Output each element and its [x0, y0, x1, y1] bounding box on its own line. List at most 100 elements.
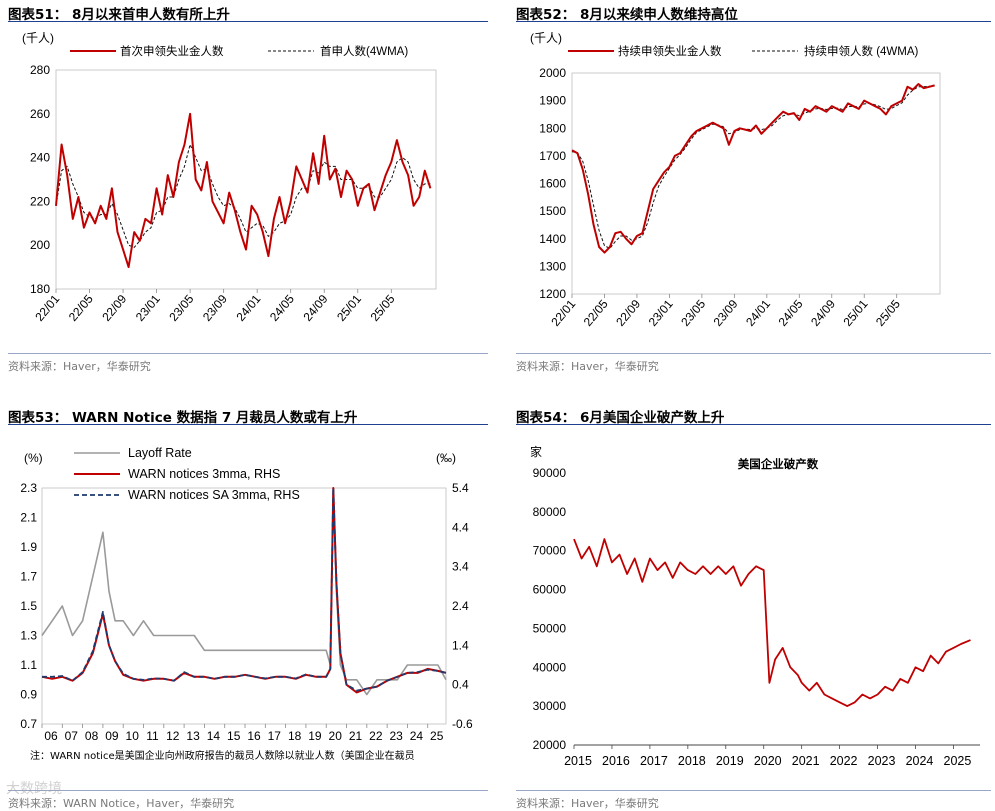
panel-52-source-rule: [516, 353, 991, 354]
c52-series-continuing-line: [571, 83, 935, 254]
c54-xtick-label: 2022: [830, 754, 858, 768]
c52-plot-frame: [571, 72, 941, 295]
c53-ytick-left-label: 1.9: [20, 540, 37, 554]
c51-unit-label: (千人): [22, 31, 54, 45]
c52-xtick-label: 22/09: [613, 297, 643, 329]
c53-xtick-label: 09: [105, 729, 119, 743]
c51-ytick-label: 240: [30, 151, 50, 165]
c53-xtick-label: 17: [268, 729, 282, 743]
panel-54-source: 资料来源：Haver，华泰研究: [516, 797, 659, 810]
c52-ytick-label: 1700: [539, 149, 566, 163]
c52-ytick-label: 1400: [539, 232, 566, 246]
c54-xtick-label: 2021: [792, 754, 820, 768]
c53-xtick-label: 20: [329, 729, 343, 743]
c51-xtick-label: 23/09: [200, 292, 230, 324]
c53-ytick-left-label: 1.1: [20, 658, 37, 672]
c52-xtick-label: 23/09: [711, 297, 741, 329]
c54-ytick-label: 80000: [533, 505, 567, 519]
c54-ytick-label: 60000: [533, 583, 567, 597]
c52-unit-label: (千人): [530, 31, 562, 45]
c54-ytick-label: 20000: [533, 738, 567, 752]
c52-ytick-label: 2000: [539, 66, 566, 80]
c53-ytick-left-label: 0.9: [20, 688, 37, 702]
c54-xtick-label: 2015: [564, 754, 592, 768]
c52-xtick-label: 22/05: [581, 297, 611, 329]
c51-xtick-label: 23/05: [166, 292, 196, 324]
c53-xtick-label: 14: [207, 729, 221, 743]
c54-xtick-label: 2025: [944, 754, 972, 768]
c51-legend-claims: 首次申领失业金人数: [120, 44, 224, 58]
c53-series-warn-sa-line: [42, 487, 447, 692]
c53-xtick-label: 08: [85, 729, 99, 743]
c54-chart-title: 美国企业破产数: [738, 457, 819, 471]
c53-ytick-left-label: 0.7: [20, 717, 37, 731]
c53-ytick-left-label: 1.7: [20, 570, 37, 584]
panel-51-source: 资料来源：Haver，华泰研究: [8, 360, 151, 373]
panel-51-title-rule: [8, 21, 488, 22]
c53-plot-frame: [41, 487, 447, 725]
panel-53-note: 注：WARN notice是美国企业向州政府报告的裁员人数除以就业人数（美国企业…: [30, 751, 415, 762]
panel-53-title-rule: [8, 424, 488, 425]
c53-ytick-right-label: 1.4: [452, 638, 469, 652]
c54-ytick-label: 90000: [533, 466, 567, 480]
c53-xtick-label: 15: [227, 729, 241, 743]
c53-xtick-label: 11: [146, 729, 159, 743]
c52-xtick-label: 25/05: [873, 297, 903, 329]
c53-left-unit: (%): [24, 451, 43, 465]
c52-ytick-label: 1500: [539, 204, 566, 218]
c54-xtick-label: 2018: [678, 754, 706, 768]
watermark: 大数跨境: [6, 781, 62, 797]
panel-53-source: 资料来源：WARN Notice，Haver，华泰研究: [8, 797, 235, 810]
c51-ytick-label: 220: [30, 194, 50, 208]
c53-xtick-label: 24: [410, 729, 424, 743]
c54-xtick-label: 2016: [602, 754, 630, 768]
c51-legend-4wma: 首申人数(4WMA): [320, 44, 408, 58]
panel-52-title-rule: [516, 21, 991, 22]
c54-xtick-label: 2019: [716, 754, 744, 768]
c53-right-unit: (‰): [436, 451, 456, 465]
c54-series-bankruptcies-line: [573, 538, 971, 707]
c52-series-4wma-line: [571, 85, 935, 249]
panel-54-title-rule: [516, 424, 991, 425]
c53-legend-warn-sa: WARN notices SA 3mma, RHS: [128, 488, 300, 502]
c53-ytick-left-label: 1.3: [20, 629, 37, 643]
c54-xtick-label: 2023: [868, 754, 896, 768]
c52-xtick-label: 24/09: [808, 297, 838, 329]
c51-xtick-label: 25/05: [368, 292, 398, 324]
panel-52-title: 图表52： 8月以来续申人数维持高位: [516, 7, 738, 23]
c52-legend-4wma: 持续申领人数 (4WMA): [804, 44, 919, 58]
c54-xtick-label: 2020: [754, 754, 782, 768]
c51-xtick-label: 25/01: [334, 292, 364, 324]
c52-xtick-label: 23/05: [678, 297, 708, 329]
c53-xtick-label: 07: [65, 729, 79, 743]
panel-51-source-rule: [8, 353, 488, 354]
c54-ytick-label: 30000: [533, 699, 567, 713]
c52-legend-continuing: 持续申领失业金人数: [618, 44, 722, 58]
c53-legend-layoff: Layoff Rate: [128, 446, 192, 460]
panel-51-title: 图表51： 8月以来首申人数有所上升: [8, 7, 230, 23]
c51-xtick-label: 23/01: [133, 292, 163, 324]
c51-xtick-label: 22/05: [66, 292, 96, 324]
c53-xtick-label: 10: [126, 729, 140, 743]
c51-xtick-label: 24/01: [233, 292, 263, 324]
c53-xtick-label: 18: [288, 729, 302, 743]
c52-ytick-label: 1900: [539, 94, 566, 108]
panel-53-source-rule: [8, 790, 488, 791]
c51-series-4wma-line: [55, 144, 431, 248]
c52-ytick-label: 1800: [539, 121, 566, 135]
c52-ytick-label: 1600: [539, 177, 566, 191]
c51-ytick-label: 280: [30, 63, 50, 77]
c53-series-layoff-rate-line: [41, 487, 447, 696]
c51-ytick-label: 200: [30, 238, 50, 252]
c53-xtick-label: 22: [369, 729, 383, 743]
c53-legend-warn: WARN notices 3mma, RHS: [128, 467, 280, 481]
c51-xtick-label: 22/09: [99, 292, 129, 324]
c54-ytick-label: 50000: [533, 621, 567, 635]
c53-ytick-right-label: 3.4: [452, 560, 469, 574]
c51-xtick-label: 24/05: [267, 292, 297, 324]
c53-ytick-left-label: 2.3: [20, 481, 37, 495]
c53-xtick-label: 21: [349, 729, 363, 743]
c51-series-claims-line: [55, 112, 432, 269]
c53-xtick-label: 16: [247, 729, 261, 743]
